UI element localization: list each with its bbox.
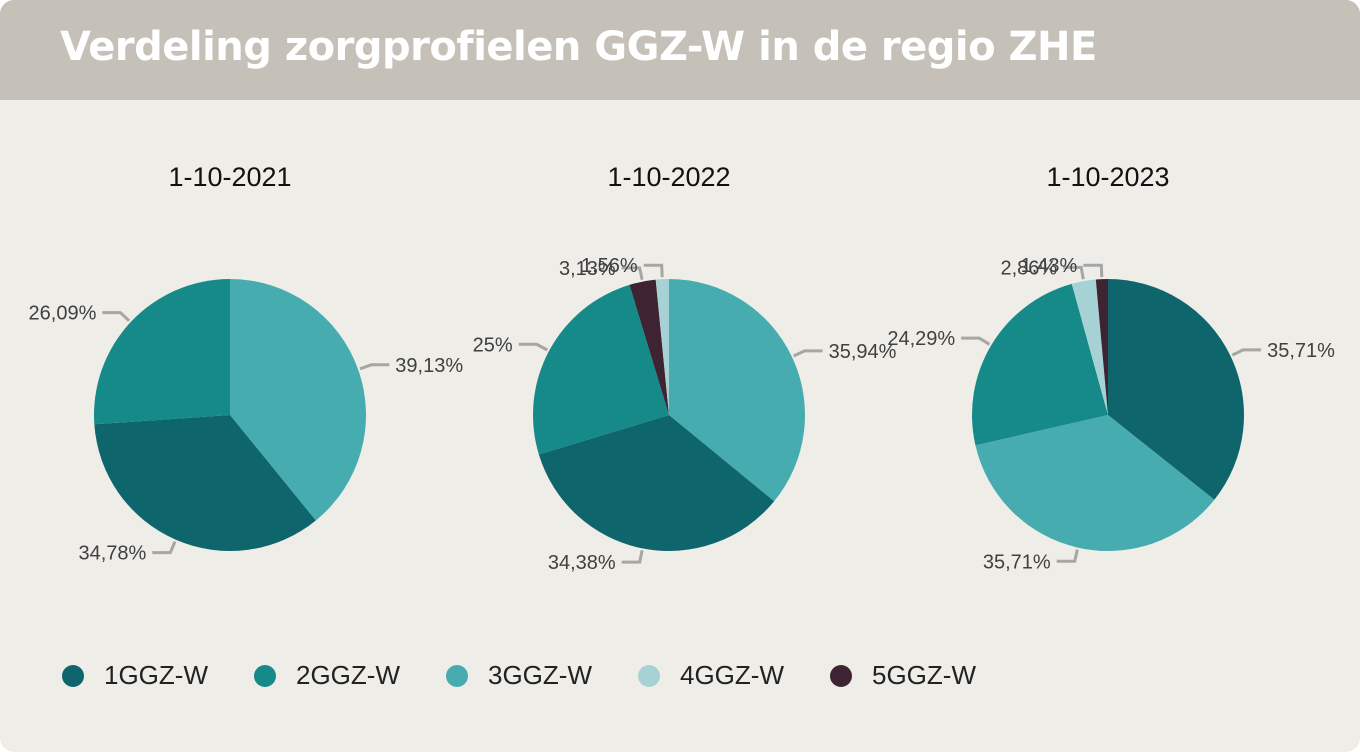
- pie-slice: [1108, 279, 1245, 500]
- leader-line: [793, 349, 823, 358]
- legend-label: 3GGZ-W: [488, 660, 592, 690]
- leader-line: [102, 311, 131, 322]
- legend-label: 4GGZ-W: [680, 660, 784, 690]
- legend-item: 1GGZ-W: [62, 660, 208, 691]
- pie-slice: [975, 415, 1215, 551]
- leader-line: [359, 363, 390, 371]
- data-label: 34,78%: [78, 543, 146, 565]
- legend-label: 5GGZ-W: [872, 660, 976, 690]
- leader-line: [621, 266, 644, 280]
- leader-line: [643, 263, 664, 278]
- data-label: 35,71%: [1267, 340, 1335, 362]
- data-label: 2,86%: [1000, 257, 1057, 279]
- leader-line: [1231, 348, 1262, 357]
- data-label: 35,71%: [983, 551, 1051, 573]
- pie-panel-2022: 1-10-2022 35,94% 34,38% 25% 3,13% 1,56%: [449, 150, 897, 610]
- legend-swatch: [830, 664, 852, 687]
- leader-line: [1056, 549, 1079, 563]
- pie-slice: [94, 279, 230, 425]
- pie-slice: [538, 415, 775, 552]
- data-label: 1,56%: [581, 255, 638, 277]
- legend-label: 2GGZ-W: [296, 660, 400, 690]
- pie-slice: [629, 279, 669, 415]
- legend-swatch: [62, 664, 84, 687]
- pie-slice: [669, 279, 806, 502]
- legend-swatch: [254, 664, 276, 687]
- pie-title: 1-10-2021: [168, 162, 292, 192]
- leader-line: [1063, 265, 1085, 280]
- data-label: 24,29%: [887, 328, 955, 350]
- pie-slice: [1071, 279, 1108, 415]
- pie-panel-2021: 1-10-2021 39,13% 34,78% 26,09%: [10, 150, 464, 610]
- pie-slice: [532, 284, 669, 455]
- data-label: 35,94%: [829, 341, 897, 363]
- leader-line: [518, 342, 549, 352]
- pie-slice: [972, 283, 1108, 446]
- data-label: 26,09%: [29, 303, 97, 325]
- data-label: 34,38%: [548, 552, 616, 574]
- legend: 1GGZ-W 2GGZ-W 3GGZ-W 4GGZ-W 5GGZ-W: [62, 660, 1022, 691]
- pie-slice: [1095, 279, 1108, 415]
- page-title: Verdeling zorgprofielen GGZ-W in de regi…: [60, 24, 1097, 70]
- pie-chart: 35,94% 34,38% 25% 3,13%1,56%: [473, 255, 897, 574]
- data-label: 1,43%: [1021, 255, 1078, 277]
- data-label: 3,13%: [559, 258, 616, 280]
- pie-chart: 35,71% 35,71% 24,29% 2,86%1,43%: [887, 255, 1335, 573]
- legend-label: 1GGZ-W: [104, 660, 208, 690]
- leader-line: [621, 550, 644, 564]
- legend-item: 2GGZ-W: [254, 660, 400, 691]
- legend-swatch: [638, 664, 660, 687]
- legend-item: 4GGZ-W: [638, 660, 784, 691]
- pie-panel-2023: 1-10-2023 35,71% 35,71% 24,29% 2,86% 1,43%: [887, 150, 1335, 610]
- pie-slice: [230, 279, 366, 521]
- leader-line: [961, 336, 991, 346]
- data-label: 25%: [473, 334, 513, 356]
- legend-swatch: [446, 664, 468, 687]
- header-bar: Verdeling zorgprofielen GGZ-W in de regi…: [0, 0, 1360, 100]
- legend-item: 3GGZ-W: [446, 660, 592, 691]
- pie-slice: [94, 415, 316, 551]
- pie-title: 1-10-2023: [1046, 162, 1170, 192]
- legend-item: 5GGZ-W: [830, 660, 976, 691]
- pie-slice: [655, 279, 669, 415]
- leader-line: [152, 541, 177, 555]
- pie-chart: 39,13% 34,78% 26,09%: [29, 279, 463, 565]
- leader-line: [1083, 263, 1104, 278]
- pie-title: 1-10-2022: [607, 162, 731, 192]
- data-label: 39,13%: [395, 355, 463, 377]
